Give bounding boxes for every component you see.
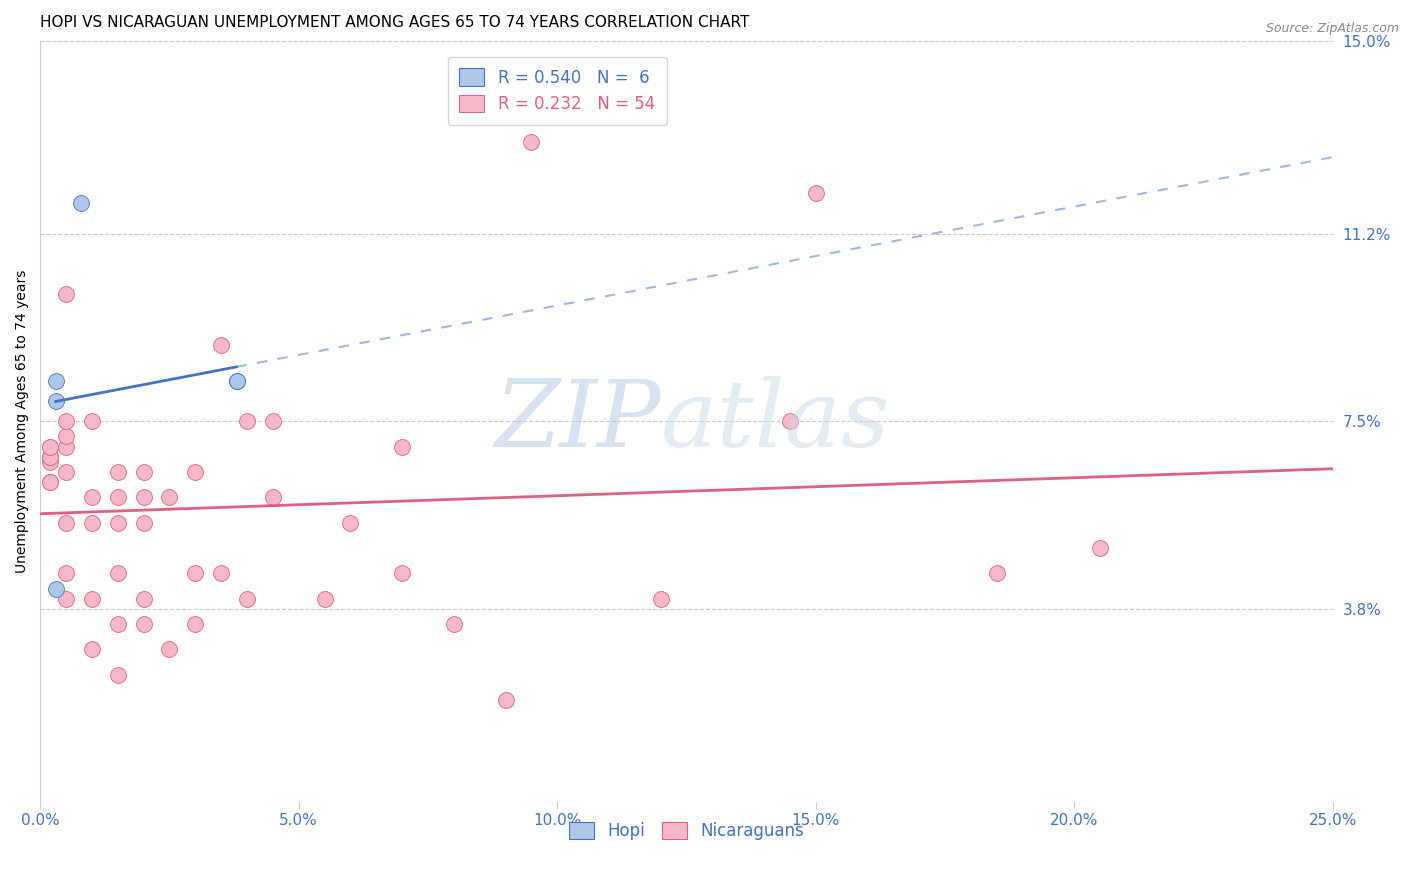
Point [70, 196, 93, 211]
Point [107, 465, 129, 479]
Point [55, 465, 77, 479]
Point [45, 393, 67, 408]
Text: Source: ZipAtlas.com: Source: ZipAtlas.com [1265, 22, 1399, 36]
Point [55, 591, 77, 606]
Point [39, 475, 62, 489]
Point [1090, 541, 1112, 555]
Point [986, 566, 1008, 581]
Point [779, 414, 801, 428]
Point [495, 693, 517, 707]
Point [391, 566, 413, 581]
Point [80, 516, 103, 530]
Point [55, 414, 77, 428]
Text: HOPI VS NICARAGUAN UNEMPLOYMENT AMONG AGES 65 TO 74 YEARS CORRELATION CHART: HOPI VS NICARAGUAN UNEMPLOYMENT AMONG AG… [41, 15, 749, 30]
Point [184, 465, 207, 479]
Point [39, 450, 62, 464]
Legend: Hopi, Nicaraguans: Hopi, Nicaraguans [562, 815, 811, 847]
Point [391, 440, 413, 454]
Point [184, 566, 207, 581]
Point [262, 491, 284, 505]
Point [236, 414, 259, 428]
Point [132, 617, 155, 632]
Point [209, 566, 232, 581]
Point [80, 414, 103, 428]
Point [314, 591, 336, 606]
Point [339, 516, 361, 530]
Point [132, 491, 155, 505]
Point [80, 491, 103, 505]
Point [55, 440, 77, 454]
Y-axis label: Unemployment Among Ages 65 to 74 years: Unemployment Among Ages 65 to 74 years [15, 269, 30, 573]
Point [262, 414, 284, 428]
Point [804, 186, 827, 200]
Point [107, 667, 129, 681]
Point [225, 374, 247, 388]
Text: atlas: atlas [661, 376, 890, 467]
Point [80, 642, 103, 657]
Point [39, 455, 62, 469]
Point [209, 338, 232, 352]
Point [55, 287, 77, 301]
Point [132, 465, 155, 479]
Point [520, 136, 543, 150]
Point [650, 591, 672, 606]
Point [80, 591, 103, 606]
Point [443, 617, 465, 632]
Point [107, 491, 129, 505]
Point [45, 582, 67, 596]
Point [184, 617, 207, 632]
Text: ZIP: ZIP [494, 376, 661, 467]
Point [107, 566, 129, 581]
Point [132, 516, 155, 530]
Point [107, 516, 129, 530]
Point [39, 440, 62, 454]
Point [55, 516, 77, 530]
Point [55, 429, 77, 443]
Point [236, 591, 259, 606]
Point [55, 566, 77, 581]
Point [157, 642, 180, 657]
Point [39, 475, 62, 489]
Point [157, 491, 180, 505]
Point [39, 450, 62, 464]
Point [132, 591, 155, 606]
Point [39, 440, 62, 454]
Point [45, 374, 67, 388]
Point [107, 617, 129, 632]
Point [225, 374, 247, 388]
